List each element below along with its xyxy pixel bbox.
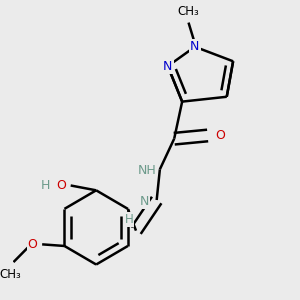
Text: N: N	[140, 195, 149, 208]
Text: N: N	[190, 40, 200, 53]
Text: O: O	[215, 129, 225, 142]
Text: N: N	[163, 60, 172, 73]
Text: O: O	[28, 238, 38, 251]
Text: CH₃: CH₃	[178, 5, 200, 18]
Text: H: H	[124, 213, 133, 226]
Text: CH₃: CH₃	[0, 268, 21, 281]
Text: O: O	[56, 179, 66, 192]
Text: H: H	[40, 179, 50, 192]
Text: NH: NH	[138, 164, 157, 178]
